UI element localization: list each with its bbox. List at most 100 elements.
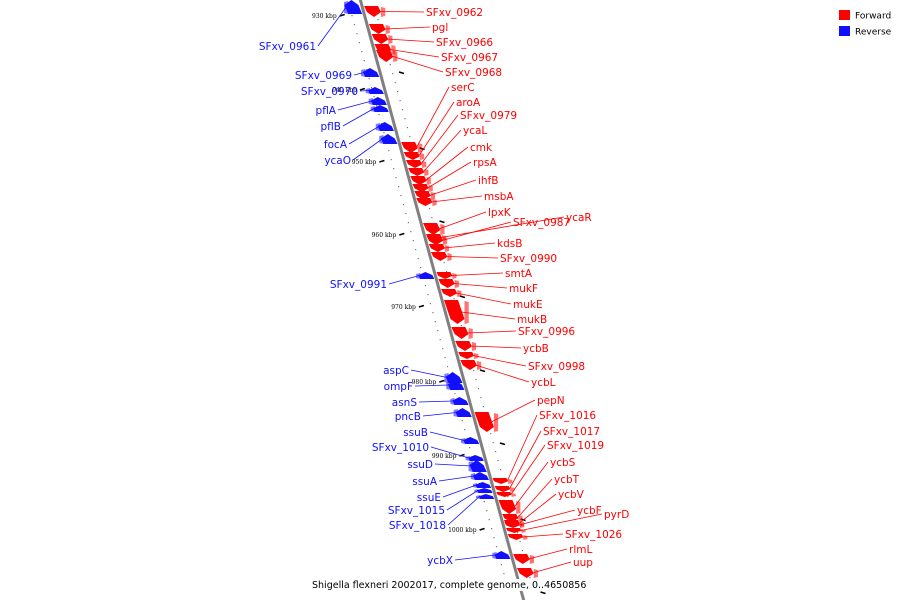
legend-reverse-swatch bbox=[839, 26, 850, 36]
minor-tick-dot bbox=[351, 15, 353, 17]
link-sfxv-0991 bbox=[388, 275, 420, 285]
link-ycbl bbox=[475, 364, 530, 383]
gene-sfxv-1019-side bbox=[511, 493, 516, 497]
label-rlml: rlmL bbox=[569, 544, 592, 556]
minor-tick-dot bbox=[475, 379, 477, 381]
label-ssud: ssuD bbox=[407, 459, 433, 471]
gene-sfxv-0961-side bbox=[344, 1, 349, 14]
minor-tick-dot bbox=[469, 447, 471, 449]
minor-tick-dot bbox=[519, 541, 521, 543]
link-sfxv-0967 bbox=[389, 49, 440, 58]
gene-ssud bbox=[469, 460, 487, 472]
minor-tick-dot bbox=[406, 127, 408, 129]
gene-ssua-side bbox=[470, 473, 475, 480]
legend: Forward Reverse bbox=[839, 10, 892, 38]
major-tick bbox=[499, 442, 506, 446]
gene-mukf bbox=[438, 279, 455, 288]
link-cmk bbox=[425, 146, 469, 181]
gene-sfxv-0966-side bbox=[388, 35, 393, 44]
minor-tick-dot bbox=[402, 204, 405, 206]
label-ycbf: ycbF bbox=[577, 505, 602, 517]
link-sfxv-0996 bbox=[466, 330, 517, 334]
link-ihfb bbox=[429, 179, 477, 196]
link-ycbb bbox=[470, 345, 522, 349]
minor-tick-dot bbox=[442, 348, 444, 350]
label-pgl: pgl bbox=[432, 22, 448, 34]
gene-sfxv-1016 bbox=[492, 478, 509, 484]
minor-tick-dot bbox=[407, 222, 409, 224]
label-sfxv-0966: SFxv_0966 bbox=[436, 37, 493, 49]
gene-sfxv-0979-side bbox=[422, 161, 427, 168]
gene-lpxk-side bbox=[440, 224, 445, 235]
minor-tick-dot bbox=[401, 109, 404, 111]
minor-tick-dot bbox=[424, 190, 426, 192]
tick-label: 1000 kbp bbox=[448, 527, 477, 534]
minor-tick-dot bbox=[371, 87, 373, 89]
link-sfxv-1017 bbox=[509, 430, 542, 490]
gene-ycbx-side bbox=[492, 552, 497, 559]
link-ycbv bbox=[518, 493, 557, 524]
label-sfxv-0998: SFxv_0998 bbox=[528, 361, 585, 373]
gene-mukb-side bbox=[464, 301, 469, 324]
gene-sfxv-0990 bbox=[430, 252, 448, 261]
label-sfxv-0990: SFxv_0990 bbox=[500, 253, 557, 265]
link-sfxv-0968 bbox=[391, 55, 444, 73]
minor-tick-dot bbox=[492, 442, 494, 444]
gene-mukf-side bbox=[454, 280, 459, 288]
minor-tick-dot bbox=[366, 69, 368, 71]
minor-tick-dot bbox=[394, 82, 396, 84]
minor-tick-dot bbox=[392, 73, 394, 75]
major-tick bbox=[439, 379, 445, 383]
gene-pyrd bbox=[506, 528, 522, 533]
gene-cmk-side bbox=[426, 177, 431, 185]
link-aspc bbox=[410, 369, 448, 378]
major-tick bbox=[459, 295, 466, 299]
link-ycbt bbox=[517, 478, 553, 519]
gene-ycbl-side bbox=[477, 361, 482, 370]
label-sfxv-1016: SFxv_1016 bbox=[539, 410, 596, 422]
minor-tick-dot bbox=[424, 285, 427, 287]
label-ssua: ssuA bbox=[412, 476, 438, 488]
label-ycbs: ycbS bbox=[550, 457, 576, 469]
link-sfxv-1016 bbox=[506, 414, 538, 482]
gene-sfxv-0962-side bbox=[381, 7, 386, 17]
gene-pepn-side bbox=[493, 413, 499, 432]
minor-tick-dot bbox=[388, 150, 390, 152]
gene-ycao-side bbox=[379, 135, 384, 144]
minor-tick-dot bbox=[415, 249, 417, 251]
link-foca bbox=[348, 126, 380, 145]
label-sfxv-0987: SFxv_0987 bbox=[513, 217, 570, 229]
minor-tick-dot bbox=[377, 19, 379, 21]
gene-ssub bbox=[463, 437, 480, 444]
minor-tick-dot bbox=[437, 330, 439, 332]
minor-tick-dot bbox=[443, 262, 445, 264]
gene-ycbl bbox=[460, 360, 477, 370]
minor-tick-dot bbox=[380, 123, 382, 125]
gene-ompf-side bbox=[446, 381, 451, 390]
gene-sfxv-1010-side bbox=[465, 456, 470, 461]
gene-sfxv-0990-side bbox=[447, 253, 452, 261]
label-sfxv-0991: SFxv_0991 bbox=[330, 279, 387, 291]
gene-sfxv-0991-side bbox=[416, 273, 421, 279]
link-ycar bbox=[440, 216, 565, 238]
gene-sfxv-0970 bbox=[368, 87, 384, 94]
label-ycbb: ycbB bbox=[523, 343, 549, 355]
label-uup: uup bbox=[573, 557, 593, 569]
major-tick bbox=[398, 71, 405, 75]
minor-tick-dot bbox=[417, 258, 419, 260]
minor-tick-dot bbox=[521, 550, 524, 552]
minor-tick-dot bbox=[368, 78, 370, 80]
link-aroa bbox=[418, 101, 455, 157]
gene-ycbf-side bbox=[520, 523, 525, 528]
link-ssud bbox=[434, 463, 472, 467]
link-ycbx bbox=[454, 554, 496, 561]
minor-tick-dot bbox=[399, 100, 401, 102]
gene-ycbf bbox=[504, 522, 520, 528]
minor-tick-dot bbox=[420, 267, 422, 269]
link-sfxv-1026 bbox=[522, 533, 564, 538]
label-sfxv-0968: SFxv_0968 bbox=[445, 67, 502, 79]
tick-label: 980 kbp bbox=[412, 379, 437, 386]
tick-label: 960 kbp bbox=[372, 232, 397, 239]
link-ycal bbox=[422, 129, 462, 173]
label-sfxv-1026: SFxv_1026 bbox=[565, 529, 622, 541]
